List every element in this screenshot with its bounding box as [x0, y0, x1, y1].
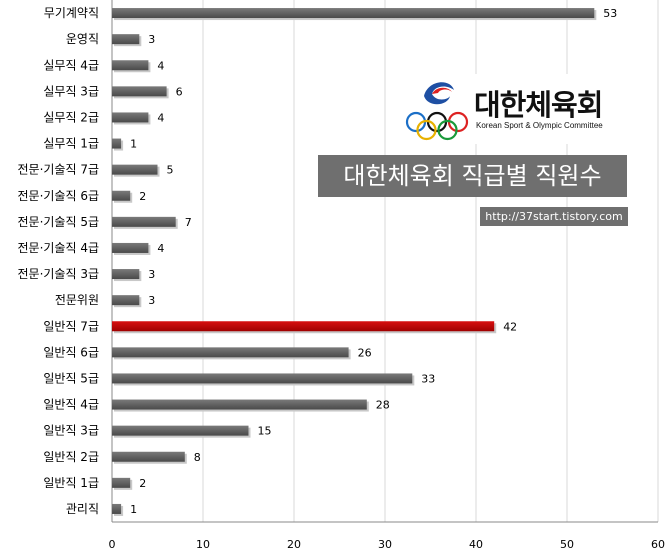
category-label: 실무직 3급: [43, 84, 99, 98]
bar: [112, 269, 140, 280]
x-tick-label: 60: [651, 538, 665, 551]
data-label: 6: [176, 85, 183, 98]
bar: [112, 8, 595, 19]
data-label: 15: [258, 425, 272, 438]
category-label: 전문·기술직 7급: [17, 163, 99, 177]
data-label: 7: [185, 216, 192, 229]
bar: [112, 60, 149, 71]
bar: [112, 190, 131, 201]
data-label: 3: [148, 33, 155, 46]
x-tick-label: 40: [469, 538, 483, 551]
bar: [112, 373, 413, 384]
bar: [112, 242, 149, 253]
data-label: 5: [167, 164, 174, 177]
data-label: 33: [421, 372, 435, 385]
bar: [112, 399, 367, 410]
data-label: 28: [376, 399, 390, 412]
logo: 대한체육회 Korean Sport & Olympic Committee: [402, 74, 624, 144]
category-label: 일반직 5급: [43, 371, 99, 385]
bar: [112, 86, 167, 97]
data-label: 8: [194, 451, 201, 464]
data-label: 4: [157, 111, 164, 124]
logo-subtitle: Korean Sport & Olympic Committee: [476, 121, 603, 130]
bar: [112, 503, 122, 514]
data-label: 1: [130, 138, 137, 151]
bar: [112, 451, 185, 462]
category-label: 무기계약직: [44, 5, 99, 20]
data-label: 4: [157, 59, 164, 72]
data-label: 2: [139, 190, 146, 203]
category-label: 전문·기술직 6급: [17, 189, 99, 203]
data-label: 3: [148, 294, 155, 307]
category-label: 운영직: [66, 32, 99, 46]
category-label: 일반직 6급: [43, 345, 99, 359]
data-label: 42: [503, 320, 517, 333]
source-url: http://37start.tistory.com: [480, 207, 628, 226]
data-label: 3: [148, 268, 155, 281]
bars: [112, 8, 597, 516]
category-label: 관리직: [66, 502, 99, 516]
category-label: 일반직 7급: [43, 319, 99, 333]
bar-highlight: [112, 321, 495, 332]
category-label: 전문·기술직 5급: [17, 215, 99, 229]
category-label: 실무직 1급: [43, 137, 99, 151]
data-label: 1: [130, 503, 137, 516]
x-tick-label: 30: [378, 538, 392, 551]
data-label: 26: [358, 346, 372, 359]
bar: [112, 295, 140, 306]
category-label: 전문위원: [55, 293, 99, 307]
category-label: 전문·기술직 4급: [17, 241, 99, 255]
category-label: 일반직 1급: [43, 476, 99, 490]
x-tick-label: 50: [560, 538, 574, 551]
bar: [112, 138, 122, 149]
logo-title: 대한체육회: [474, 88, 603, 122]
chart-title: 대한체육회 직급별 직원수: [318, 155, 627, 197]
category-label: 일반직 3급: [43, 424, 99, 438]
x-tick-label: 10: [196, 538, 210, 551]
category-label: 일반직 4급: [43, 398, 99, 412]
category-label: 일반직 2급: [43, 450, 99, 464]
bar: [112, 425, 249, 436]
bar: [112, 34, 140, 45]
data-label: 53: [603, 7, 617, 20]
bar: [112, 112, 149, 123]
bar: [112, 216, 176, 227]
category-label: 전문·기술직 3급: [17, 267, 99, 281]
olympic-rings-icon: [405, 82, 469, 141]
data-label: 4: [157, 242, 164, 255]
bar: [112, 347, 349, 358]
x-tick-label: 0: [109, 538, 116, 551]
category-label: 실무직 2급: [43, 110, 99, 124]
bar: [112, 164, 158, 175]
data-label: 2: [139, 477, 146, 490]
category-label: 실무직 4급: [43, 58, 99, 72]
x-tick-label: 20: [287, 538, 301, 551]
bar: [112, 477, 131, 488]
